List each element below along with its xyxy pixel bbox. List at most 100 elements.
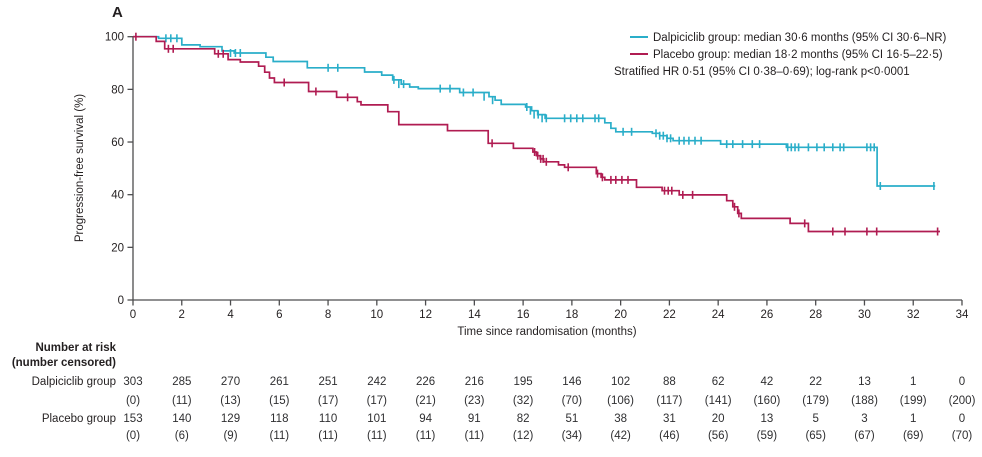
x-tick-label: 18	[565, 309, 578, 321]
risk-count-cell: 0	[958, 376, 966, 388]
x-tick-label: 0	[130, 309, 136, 321]
risk-censored-cell: (11)	[366, 430, 387, 442]
risk-count-cell: 140	[172, 413, 192, 425]
risk-count-cell: 3	[861, 413, 868, 425]
risk-count-cell: 88	[662, 376, 676, 388]
risk-censored-cell: (67)	[854, 430, 875, 442]
x-tick-label: 12	[419, 309, 432, 321]
risk-censored-cell: (15)	[269, 395, 290, 407]
risk-count-cell: 303	[123, 376, 143, 388]
y-tick-label: 100	[105, 32, 124, 44]
km-series-dalpiciclib	[133, 34, 936, 190]
risk-count-cell: 216	[464, 376, 484, 388]
risk-censored-cell: (200)	[948, 395, 976, 407]
risk-censored-cell: (17)	[366, 395, 388, 407]
risk-table-row-label-placebo: Placebo group	[41, 413, 116, 425]
risk-censored-cell: (13)	[220, 395, 241, 407]
legend-entry-placebo: Placebo group: median 18·2 months (95% C…	[630, 48, 943, 62]
panel-label: A	[112, 4, 123, 21]
risk-count-cell: 51	[565, 413, 579, 425]
risk-count-cell: 285	[172, 376, 192, 388]
risk-count-cell: 94	[419, 413, 432, 425]
risk-censored-cell: (160)	[753, 395, 781, 407]
risk-censored-cell: (34)	[561, 430, 583, 442]
risk-censored-cell: (59)	[756, 430, 778, 442]
risk-count-cell: 118	[270, 413, 289, 425]
km-curve-placebo	[133, 35, 940, 233]
risk-count-cell: 102	[611, 376, 631, 388]
x-tick-label: 30	[858, 309, 871, 321]
risk-count-cell: 261	[269, 376, 289, 388]
risk-table-header-line2: (number censored)	[11, 357, 116, 369]
risk-censored-cell: (0)	[125, 395, 141, 407]
legend-line-sample-dalpiciclib-icon	[630, 36, 648, 38]
risk-censored-cell: (21)	[415, 395, 436, 407]
x-tick-label: 34	[956, 309, 969, 321]
risk-count-cell: 270	[220, 376, 241, 388]
risk-censored-cell: (42)	[610, 430, 631, 442]
risk-censored-cell: (11)	[171, 395, 192, 407]
risk-censored-cell: (70)	[951, 430, 973, 442]
risk-censored-cell: (17)	[317, 395, 339, 407]
risk-count-cell: 62	[711, 376, 725, 388]
risk-count-cell: 226	[416, 376, 436, 388]
risk-count-cell: 82	[516, 413, 530, 425]
risk-censored-cell: (0)	[125, 430, 141, 442]
risk-count-cell: 146	[562, 376, 582, 388]
risk-count-cell: 5	[812, 413, 819, 425]
risk-censored-cell: (11)	[415, 430, 436, 442]
risk-censored-cell: (188)	[851, 395, 878, 407]
risk-censored-cell: (56)	[707, 430, 729, 442]
risk-censored-cell: (11)	[269, 430, 290, 442]
risk-censored-cell: (179)	[802, 395, 830, 407]
x-tick-label: 10	[370, 309, 383, 321]
risk-count-cell: 101	[367, 413, 387, 425]
x-tick-label: 14	[468, 309, 481, 321]
risk-censored-cell: (11)	[318, 430, 338, 442]
x-tick-label: 26	[761, 309, 774, 321]
x-tick-label: 4	[227, 309, 234, 321]
x-tick-label: 32	[907, 309, 920, 321]
risk-count-cell: 195	[513, 376, 533, 388]
risk-count-cell: 1	[909, 376, 917, 388]
x-tick-label: 20	[614, 309, 627, 321]
legend-label-placebo: Placebo group: median 18·2 months (95% C…	[653, 49, 943, 61]
risk-count-cell: 0	[958, 413, 966, 425]
risk-censored-cell: (23)	[464, 395, 485, 407]
x-tick-label: 28	[809, 309, 822, 321]
risk-table-row-label-dalpiciclib: Dalpiciclib group	[31, 376, 116, 388]
x-tick-label: 24	[712, 309, 725, 321]
risk-count-cell: 20	[711, 413, 725, 425]
risk-count-cell: 22	[809, 376, 823, 388]
risk-censored-cell: (9)	[223, 430, 238, 442]
y-tick-label: 40	[111, 190, 124, 202]
risk-censored-cell: (32)	[512, 395, 534, 407]
risk-censored-cell: (65)	[805, 430, 826, 442]
risk-censored-cell: (12)	[512, 430, 534, 442]
risk-censored-cell: (69)	[902, 430, 924, 442]
risk-count-cell: 1	[909, 413, 917, 425]
x-tick-label: 6	[276, 309, 282, 321]
legend-stat-note: Stratified HR 0·51 (95% CI 0·38–0·69); l…	[614, 66, 910, 78]
risk-censored-cell: (117)	[656, 395, 683, 407]
legend-line-sample-placebo-icon	[630, 53, 648, 55]
legend-label-dalpiciclib: Dalpiciclib group: median 30·6 months (9…	[653, 32, 947, 44]
y-tick-label: 60	[111, 137, 124, 149]
risk-censored-cell: (106)	[607, 395, 635, 407]
risk-count-cell: 251	[318, 376, 338, 388]
risk-censored-cell: (141)	[704, 395, 732, 407]
km-series-placebo	[133, 32, 940, 236]
risk-count-cell: 31	[662, 413, 676, 425]
risk-count-cell: 242	[367, 376, 387, 388]
risk-count-cell: 13	[760, 413, 774, 425]
y-tick-label: 20	[111, 242, 124, 254]
legend-entry-dalpiciclib: Dalpiciclib group: median 30·6 months (9…	[630, 31, 946, 45]
x-tick-label: 22	[663, 309, 676, 321]
risk-censored-cell: (70)	[561, 395, 583, 407]
x-axis-label: Time since randomisation (months)	[457, 326, 636, 338]
y-tick-label: 80	[111, 84, 124, 96]
risk-count-cell: 38	[614, 413, 627, 425]
risk-table-header-line1: Number at risk	[35, 342, 116, 354]
